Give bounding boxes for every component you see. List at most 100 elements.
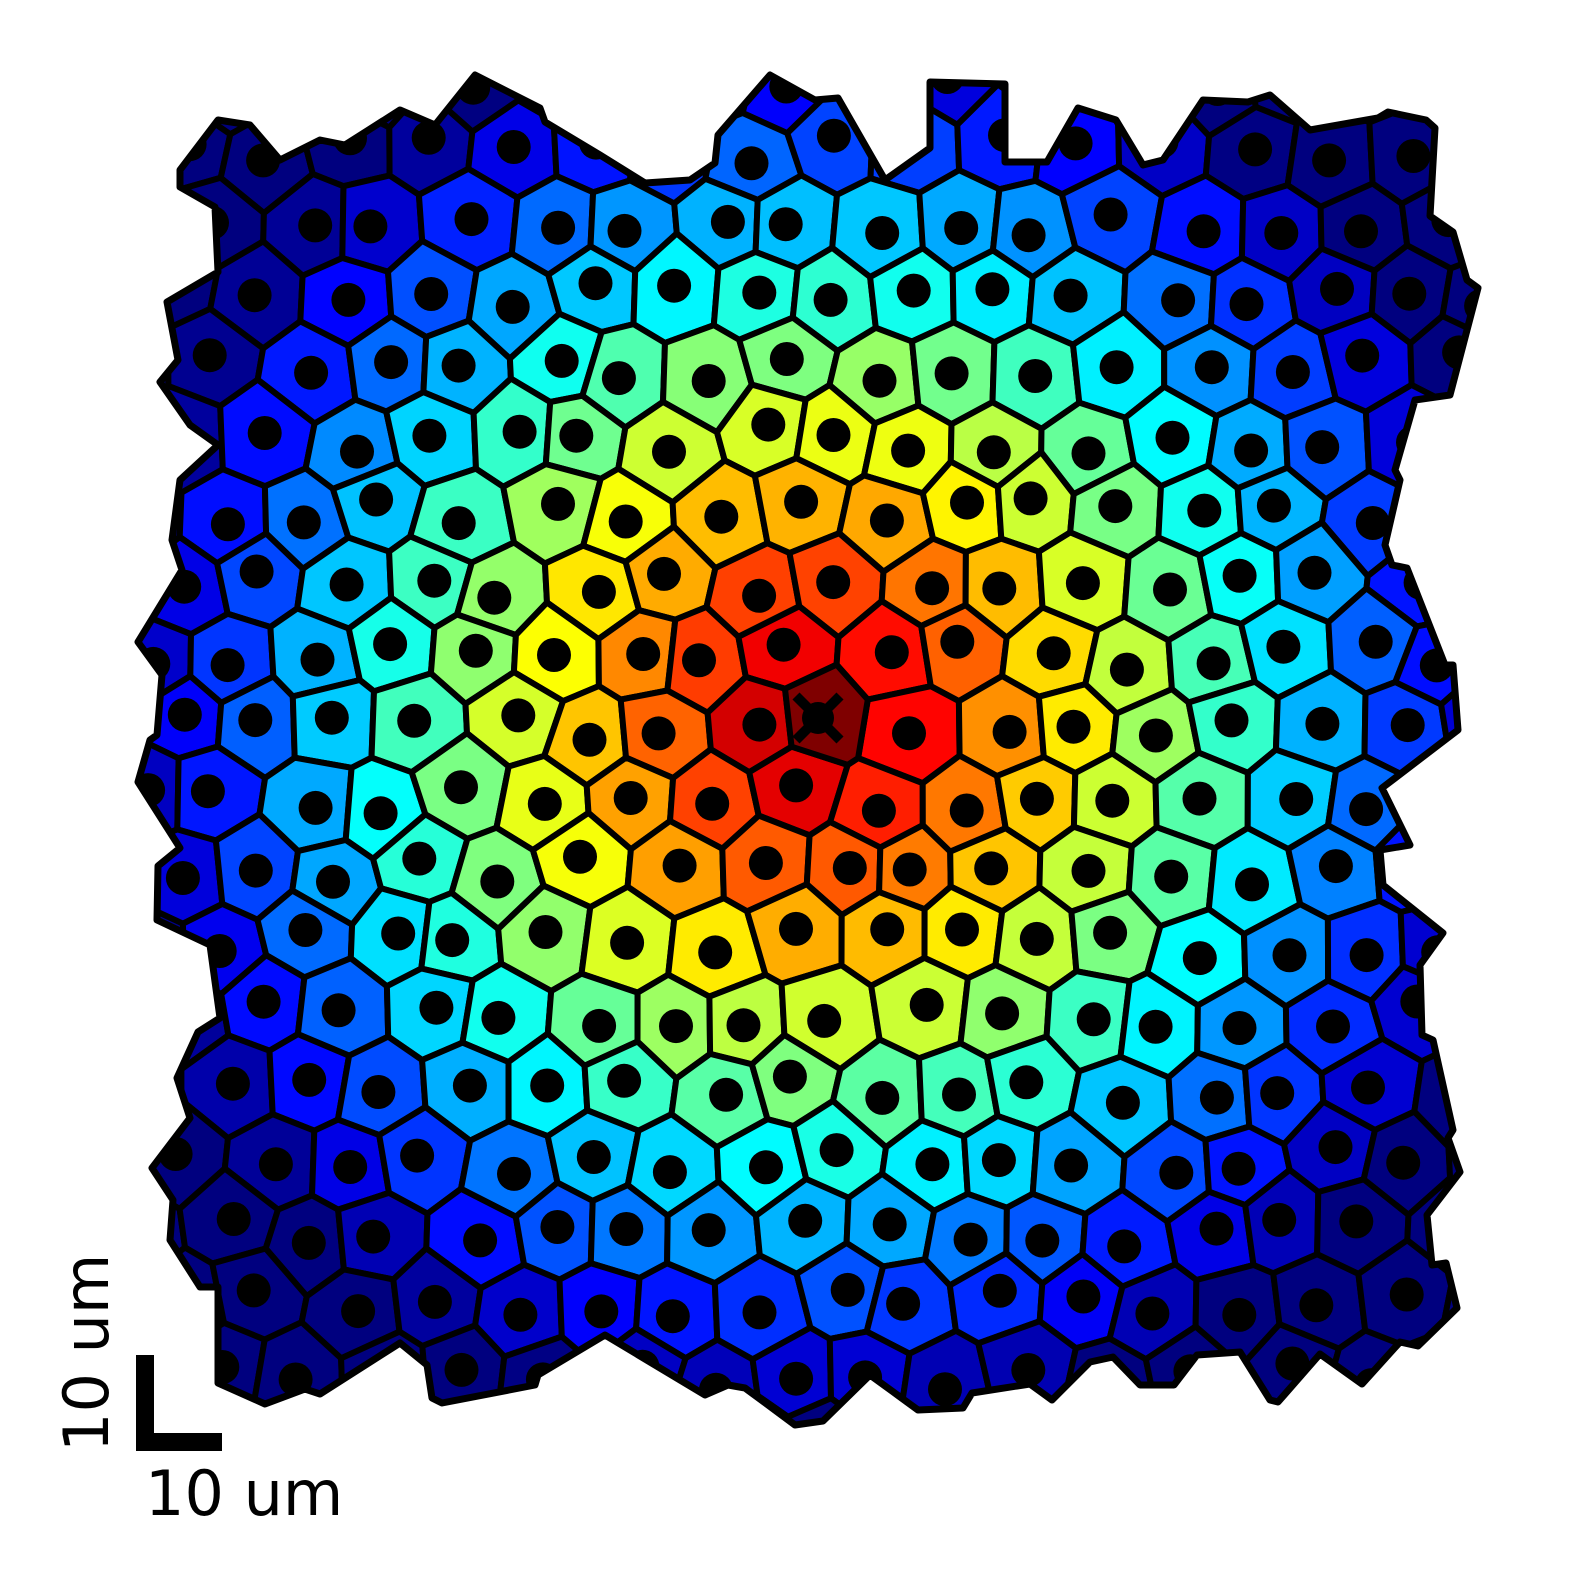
cell-nucleus — [417, 563, 452, 598]
cell-nucleus — [1222, 1297, 1257, 1332]
cell-nucleus — [572, 722, 607, 757]
cell-nucleus — [541, 210, 576, 245]
cell-nucleus — [865, 1080, 900, 1115]
cell-nucleus — [768, 207, 803, 242]
cell-nucleus — [769, 342, 804, 376]
cell — [1410, 749, 1478, 846]
cell-nucleus — [1092, 1371, 1127, 1406]
cell-nucleus — [975, 272, 1010, 307]
cell-nucleus — [1462, 696, 1478, 731]
cell-nucleus — [1098, 489, 1133, 524]
cell-nucleus — [441, 348, 476, 383]
cell-nucleus — [704, 499, 739, 534]
cell-nucleus — [138, 936, 165, 971]
cell-nucleus — [1396, 139, 1431, 173]
cell-nucleus — [698, 935, 733, 970]
cell-nucleus — [477, 580, 512, 615]
cell — [834, 75, 925, 129]
cell-nucleus — [239, 554, 274, 589]
cell-nucleus — [417, 1284, 452, 1319]
cell-nucleus — [1305, 706, 1340, 741]
cell-nucleus — [205, 1350, 240, 1384]
cell-nucleus — [1018, 359, 1053, 393]
cell-nucleus — [915, 1147, 950, 1182]
cell-nucleus — [321, 993, 356, 1028]
cell-nucleus — [896, 273, 931, 308]
cell-nucleus — [358, 75, 393, 107]
cell-nucleus — [544, 343, 579, 378]
cell — [138, 986, 185, 1162]
cell-nucleus — [766, 627, 801, 662]
cell-nucleus — [530, 1068, 565, 1103]
cell — [1443, 495, 1478, 655]
cell-nucleus — [1095, 783, 1130, 818]
cell-nucleus — [1299, 1288, 1334, 1323]
cell-nucleus — [874, 635, 909, 670]
cell-nucleus — [871, 75, 906, 106]
cell-nucleus — [463, 1223, 498, 1258]
cell-nucleus — [292, 1062, 327, 1097]
cell-nucleus — [1013, 481, 1048, 516]
cell-nucleus — [1199, 1211, 1234, 1246]
cell — [892, 1327, 993, 1425]
cell-nucleus — [865, 216, 900, 250]
cell-nucleus — [527, 786, 562, 821]
cell-nucleus — [1389, 1277, 1424, 1312]
cell-nucleus — [751, 407, 786, 442]
cell — [1142, 1323, 1260, 1425]
cell-nucleus — [1267, 75, 1302, 93]
cell — [239, 75, 364, 135]
cell-nucleus — [652, 1155, 687, 1190]
cell-nucleus — [738, 1420, 772, 1425]
cell-nucleus — [1392, 276, 1427, 311]
cell-nucleus — [945, 912, 979, 947]
cell-nucleus — [1424, 1365, 1459, 1400]
cell-nucleus — [1460, 134, 1478, 169]
cell-nucleus — [1423, 75, 1458, 90]
cell — [507, 1390, 717, 1425]
cell-nucleus — [359, 482, 394, 517]
cell-nucleus — [816, 418, 851, 452]
cell-nucleus — [1186, 214, 1221, 249]
cell-nucleus — [940, 624, 975, 659]
cell-nucleus — [316, 864, 350, 899]
cell-nucleus — [930, 75, 965, 94]
cell-nucleus — [1099, 350, 1134, 385]
cell-nucleus — [190, 774, 225, 809]
cell-nucleus — [1312, 143, 1347, 178]
cell-nucleus — [647, 556, 681, 591]
cell-nucleus — [210, 648, 245, 683]
cell-nucleus — [361, 1075, 396, 1109]
cell-nucleus — [238, 703, 273, 738]
cell — [1404, 75, 1478, 123]
cell-nucleus — [950, 485, 984, 520]
cell-nucleus — [657, 268, 692, 303]
cell-nucleus — [288, 913, 323, 947]
cell-nucleus — [1478, 1141, 1512, 1175]
cell-nucleus — [167, 697, 202, 732]
cell-nucleus — [247, 416, 282, 450]
cell-nucleus — [444, 770, 478, 805]
cell — [138, 75, 241, 156]
cell-nucleus — [928, 1372, 962, 1407]
cell-nucleus — [246, 984, 281, 1019]
cell-nucleus — [626, 637, 661, 671]
cell-nucleus — [1053, 278, 1088, 313]
cell-nucleus — [1316, 1009, 1350, 1044]
cell-nucleus — [559, 418, 594, 453]
cell-nucleus — [869, 503, 904, 538]
cell-nucleus — [411, 120, 446, 155]
cell-nucleus — [1009, 1065, 1044, 1100]
cell-nucleus — [165, 861, 200, 895]
cell-nucleus — [651, 130, 686, 164]
cell-nucleus — [1447, 782, 1478, 816]
cell — [1394, 451, 1478, 547]
cell-nucleus — [1109, 652, 1144, 687]
cell-nucleus — [1105, 1085, 1140, 1120]
cell-nucleus — [1339, 1204, 1374, 1239]
scale-bar: 10 um 10 um — [50, 1254, 343, 1530]
cell-nucleus — [370, 1359, 405, 1394]
cell-nucleus — [985, 996, 1020, 1031]
cell-nucleus — [1066, 1279, 1101, 1314]
cell-nucleus — [537, 638, 571, 672]
